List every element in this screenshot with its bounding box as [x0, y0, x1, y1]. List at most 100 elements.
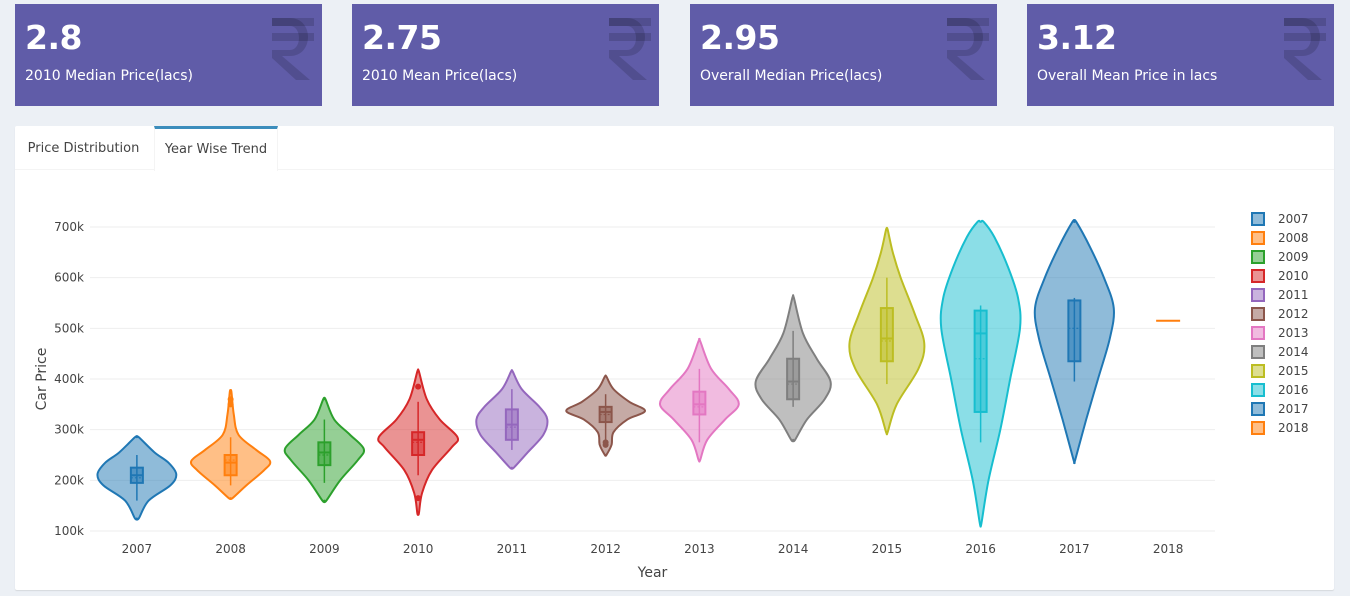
legend-item-2017[interactable]: 2017 — [1251, 402, 1309, 416]
legend-item-2013[interactable]: 2013 — [1251, 326, 1309, 340]
legend-item-2012[interactable]: 2012 — [1251, 307, 1309, 321]
violin-2014[interactable] — [754, 294, 832, 443]
kpi-value: 2.75 — [362, 18, 442, 57]
kpi-label: 2010 Mean Price(lacs) — [362, 68, 518, 84]
legend-label: 2008 — [1278, 231, 1309, 245]
legend-swatch — [1251, 364, 1265, 378]
legend-item-2008[interactable]: 2008 — [1251, 231, 1309, 245]
legend-item-2009[interactable]: 2009 — [1251, 250, 1309, 264]
kpi-label: Overall Mean Price in lacs — [1037, 68, 1218, 84]
kpi-box-2010-median: 2.8 2010 Median Price(lacs) — [15, 4, 322, 106]
legend-swatch — [1251, 307, 1265, 321]
legend-label: 2012 — [1278, 307, 1309, 321]
legend-swatch — [1251, 212, 1265, 226]
outlier-point — [227, 396, 234, 403]
outlier-point — [415, 495, 422, 502]
x-axis-title: Year — [637, 565, 668, 581]
y-tick-label: 200k — [54, 473, 84, 487]
legend-label: 2016 — [1278, 383, 1309, 397]
x-tick-label: 2010 — [403, 542, 434, 556]
kpi-row: 2.8 2010 Median Price(lacs) 2.75 2010 Me… — [15, 4, 1335, 106]
legend-swatch — [1251, 345, 1265, 359]
legend-swatch — [1251, 402, 1265, 416]
tab-bar: Price Distribution Year Wise Trend — [15, 126, 1334, 171]
y-axis-title: Car Price — [34, 348, 50, 411]
legend-label: 2010 — [1278, 269, 1309, 283]
y-tick-label: 100k — [54, 524, 84, 538]
kpi-value: 2.8 — [25, 18, 82, 57]
x-tick-label: 2017 — [1059, 542, 1090, 556]
kpi-box-overall-mean: 3.12 Overall Mean Price in lacs — [1027, 4, 1334, 106]
box — [317, 441, 332, 467]
legend-item-2014[interactable]: 2014 — [1251, 345, 1309, 359]
kpi-box-overall-median: 2.95 Overall Median Price(lacs) — [690, 4, 997, 106]
legend-item-2007[interactable]: 2007 — [1251, 212, 1309, 226]
violin-2013[interactable] — [658, 337, 740, 463]
legend-item-2018[interactable]: 2018 — [1251, 421, 1309, 435]
x-tick-label: 2014 — [778, 542, 809, 556]
legend-swatch — [1251, 288, 1265, 302]
legend-label: 2013 — [1278, 326, 1309, 340]
kpi-box-2010-mean: 2.75 2010 Mean Price(lacs) — [352, 4, 659, 106]
violin-chart[interactable]: 100k 200k 300k 400k 500k 600k 700k Year Car Pric… — [15, 170, 1334, 590]
legend-swatch — [1251, 250, 1265, 264]
x-tick-label: 2009 — [309, 542, 340, 556]
outlier-point — [602, 441, 609, 448]
legend-item-2015[interactable]: 2015 — [1251, 364, 1309, 378]
violin-2016[interactable] — [939, 219, 1022, 528]
x-tick-label: 2016 — [965, 542, 996, 556]
violin-2007[interactable] — [96, 435, 178, 521]
y-tick-label: 400k — [54, 372, 84, 386]
kpi-value: 3.12 — [1037, 18, 1117, 57]
box — [786, 357, 801, 401]
y-tick-label: 700k — [54, 220, 84, 234]
box — [692, 390, 707, 416]
legend-swatch — [1251, 421, 1265, 435]
violin-2015[interactable] — [848, 226, 926, 436]
x-tick-label: 2011 — [497, 542, 528, 556]
tab-year-wise-trend[interactable]: Year Wise Trend — [154, 126, 278, 171]
box — [223, 454, 238, 477]
x-tick-label: 2008 — [215, 542, 246, 556]
tab-price-distribution[interactable]: Price Distribution — [27, 141, 140, 156]
violin-2011[interactable] — [475, 369, 549, 470]
legend-label: 2017 — [1278, 402, 1309, 416]
violin-2017[interactable] — [1033, 219, 1115, 465]
legend-label: 2009 — [1278, 250, 1309, 264]
legend-swatch — [1251, 326, 1265, 340]
box — [973, 309, 988, 413]
x-tick-label: 2007 — [122, 542, 153, 556]
kpi-label: Overall Median Price(lacs) — [700, 68, 883, 84]
outlier-point — [227, 401, 234, 408]
legend-label: 2011 — [1278, 288, 1309, 302]
box — [1067, 299, 1082, 363]
y-tick-label: 600k — [54, 271, 84, 285]
legend-item-2010[interactable]: 2010 — [1251, 269, 1309, 283]
y-tick-label: 500k — [54, 321, 84, 335]
legend-swatch — [1251, 269, 1265, 283]
outlier-point — [415, 383, 422, 390]
legend-swatch — [1251, 383, 1265, 397]
rupee-icon — [1284, 18, 1326, 80]
x-tick-label: 2012 — [590, 542, 621, 556]
legend-item-2011[interactable]: 2011 — [1251, 288, 1309, 302]
violin-2012[interactable] — [565, 374, 646, 457]
x-tick-label: 2013 — [684, 542, 715, 556]
box — [411, 431, 426, 457]
x-tick-label: 2018 — [1153, 542, 1184, 556]
legend-label: 2014 — [1278, 345, 1309, 359]
box — [879, 307, 894, 363]
legend-label: 2007 — [1278, 212, 1309, 226]
rupee-icon — [947, 18, 989, 80]
kpi-value: 2.95 — [700, 18, 780, 57]
legend-label: 2015 — [1278, 364, 1309, 378]
violin-2008[interactable] — [189, 388, 272, 500]
x-tick-label: 2015 — [872, 542, 903, 556]
legend-item-2016[interactable]: 2016 — [1251, 383, 1309, 397]
legend: 2007 2008 2009 2010 2011 2012 2013 2014 2015 2016… — [1251, 212, 1309, 435]
violin-2009[interactable] — [283, 396, 366, 504]
tab-panel: Price Distribution Year Wise Trend 100k 2… — [15, 126, 1334, 590]
violin-2010[interactable] — [377, 368, 460, 516]
y-tick-label: 300k — [54, 423, 84, 437]
rupee-icon — [272, 18, 314, 80]
